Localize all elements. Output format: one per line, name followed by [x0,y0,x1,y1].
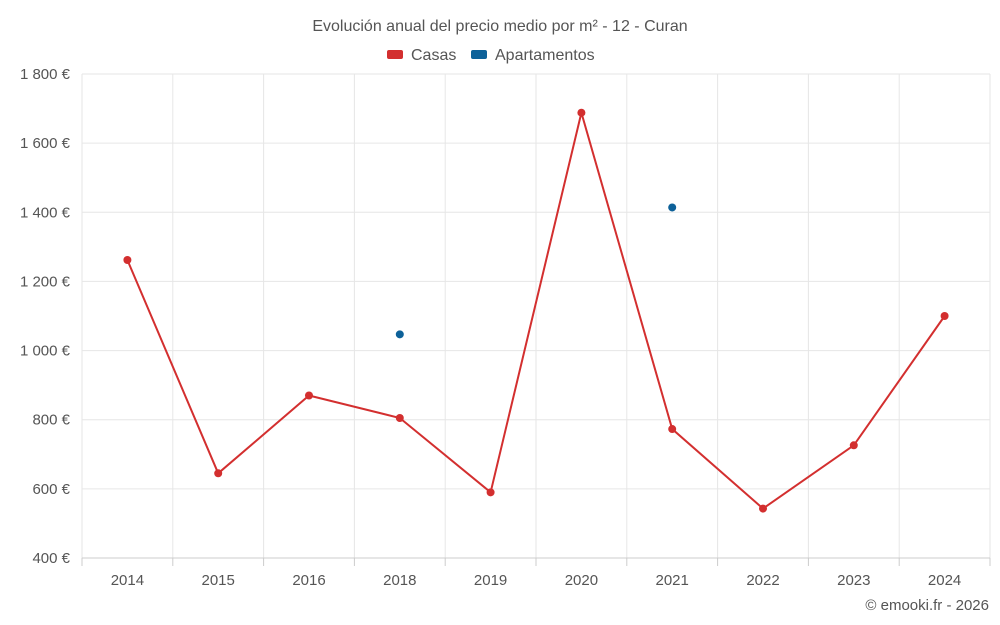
y-tick-label: 1 800 € [20,66,71,83]
credit-text: © emooki.fr - 2026 [865,597,989,614]
y-tick-label: 800 € [32,412,70,429]
x-tick-label: 2016 [292,572,325,589]
data-point-casas[interactable] [668,425,677,434]
y-tick-label: 1 000 € [20,343,71,360]
data-point-apartamentos[interactable] [668,203,677,212]
data-point-casas[interactable] [486,488,495,497]
x-tick-label: 2018 [383,572,416,589]
y-tick-label: 1 200 € [20,273,71,290]
legend-label-casas: Casas [411,47,456,64]
data-point-casas[interactable] [577,108,586,117]
y-tick-label: 400 € [32,550,70,567]
series-casas [123,108,949,513]
data-point-casas[interactable] [395,413,404,422]
y-tick-label: 600 € [32,481,70,498]
legend-item-apartamentos[interactable]: Apartamentos [471,47,595,64]
data-point-casas[interactable] [759,504,767,513]
data-point-casas[interactable] [849,441,858,450]
x-tick-label: 2021 [656,572,689,589]
grid-layer [81,73,991,559]
y-tick-label: 1 600 € [20,135,71,152]
legend-item-casas[interactable]: Casas [387,47,456,64]
x-tick-label: 2020 [565,572,598,589]
data-point-casas[interactable] [214,469,223,478]
x-tick-label: 2022 [746,572,779,589]
y-tick-label: 1 400 € [20,204,71,221]
x-tick-label: 2024 [928,572,961,589]
series-layer [123,108,949,513]
data-point-apartamentos[interactable] [395,330,404,339]
y-axis-ticks: 400 € 600 € 800 € 1 000 € 1 200 € 1 400 € 1 60… [20,66,71,567]
x-axis-ticks: 2014 2015 2016 2018 2019 2020 2021 2022 2023 2024 [81,558,991,589]
chart-title: Evolución anual del precio medio por m² … [312,18,687,35]
legend-swatch-casas [387,50,403,59]
data-point-casas[interactable] [940,312,949,320]
series-line-casas [126,108,946,510]
legend-swatch-apartamentos [471,50,487,59]
series-apartamentos [395,203,677,339]
data-point-casas[interactable] [123,255,132,264]
legend-label-apartamentos: Apartamentos [495,47,595,64]
x-tick-label: 2023 [837,572,870,589]
x-tick-label: 2015 [202,572,235,589]
x-tick-label: 2014 [111,572,144,589]
data-point-casas[interactable] [305,391,313,400]
legend[interactable]: Casas Apartamentos [387,47,595,64]
x-tick-label: 2019 [474,572,507,589]
